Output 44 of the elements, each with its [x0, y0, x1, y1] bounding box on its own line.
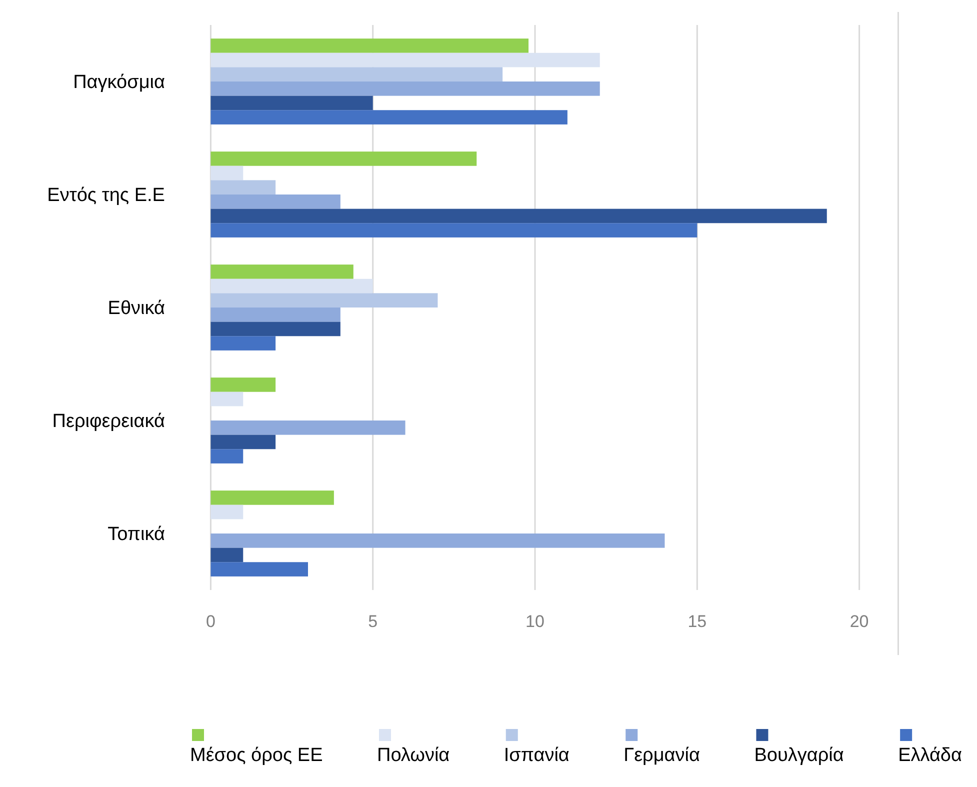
bar: [210, 194, 340, 209]
bar: [210, 336, 276, 350]
legend-label: Ελλάδα: [898, 745, 962, 766]
bar: [210, 293, 438, 308]
x-tick-label: 5: [368, 612, 378, 631]
x-tick-label: 20: [850, 612, 869, 631]
bar: [210, 208, 827, 224]
bar: [210, 264, 354, 279]
y-tick-label: Παγκόσμια: [73, 72, 166, 94]
bar: [210, 223, 698, 238]
bar: [210, 152, 477, 166]
bar: [210, 278, 373, 294]
bar: [210, 434, 276, 450]
bar: [210, 67, 503, 82]
bar: [210, 180, 276, 194]
legend-label: Μέσος όρος ΕΕ: [190, 745, 323, 766]
bar: [210, 82, 600, 96]
x-tick-label: 0: [206, 612, 216, 631]
y-tick-label: Εθνικά: [108, 298, 166, 320]
bar: [210, 562, 308, 576]
legend-label: Πολωνία: [376, 745, 450, 766]
bar: [210, 420, 406, 435]
legend-label: Γερμανία: [624, 745, 700, 766]
bar: [210, 378, 276, 392]
bar: [210, 110, 568, 124]
y-tick-label: Τοπικά: [108, 524, 166, 546]
legend-label: Ισπανία: [504, 745, 570, 766]
x-tick-label: 10: [526, 612, 544, 631]
y-tick-label: Περιφερειακά: [52, 411, 166, 432]
bar: [210, 52, 600, 68]
bar: [210, 322, 340, 336]
x-tick-label: 15: [688, 612, 707, 631]
bar: [210, 96, 373, 110]
bar: [210, 38, 529, 53]
bar: [210, 308, 340, 322]
bar: [210, 449, 244, 464]
bar: [210, 534, 665, 548]
y-tick-label: Εντός της Ε.Ε: [47, 185, 165, 206]
bar: [210, 504, 244, 520]
bar: [210, 490, 334, 505]
bar: [210, 166, 244, 180]
legend-label: Βουλγαρία: [754, 745, 844, 766]
bar: [210, 548, 244, 562]
bar: [210, 392, 244, 406]
